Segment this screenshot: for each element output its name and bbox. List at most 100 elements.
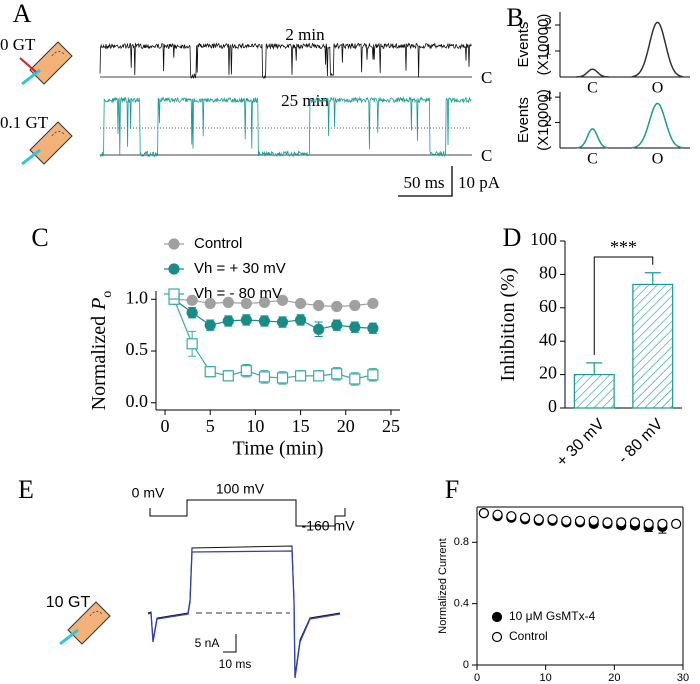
closed-label: C bbox=[481, 68, 492, 87]
y-tick-label: 1 bbox=[544, 42, 552, 59]
marker bbox=[367, 322, 379, 334]
y-tick-label: 0.5 bbox=[126, 339, 149, 359]
condition-label: 0.1 GT bbox=[0, 113, 49, 132]
significance-bracket bbox=[593, 256, 654, 355]
legend-label: Vh = - 80 mV bbox=[194, 285, 282, 302]
y-tick-label: 0.8 bbox=[454, 536, 469, 548]
pipette-icon bbox=[19, 41, 73, 86]
chart: 00.40.80102030Time (min)Normalized Curre… bbox=[437, 506, 689, 684]
voltage-label: 0 mV bbox=[132, 485, 165, 501]
distribution-peak bbox=[631, 21, 683, 78]
marker bbox=[506, 511, 517, 522]
marker bbox=[671, 518, 682, 529]
chart: 0 20 40 60 80 100 Inhibition (%) + 30 mV - 80 mV… bbox=[497, 229, 682, 470]
marker bbox=[349, 299, 361, 312]
marker bbox=[629, 517, 641, 528]
legend-marker bbox=[168, 238, 180, 250]
scale-label: 5 nA bbox=[195, 636, 220, 650]
x-tick-label: O bbox=[652, 80, 664, 97]
marker bbox=[204, 366, 216, 378]
x-tick-label: 10 bbox=[246, 416, 264, 436]
marker bbox=[349, 321, 361, 333]
x-tick-label: - 80 mV bbox=[615, 416, 667, 468]
x-tick-label: C bbox=[587, 151, 598, 168]
marker bbox=[331, 319, 343, 331]
y-axis-title-text: Events bbox=[515, 22, 532, 68]
series-line bbox=[173, 299, 374, 380]
marker bbox=[574, 515, 586, 526]
chart: 0.0 0.5 1.0 0 5 10 15 20 25 Time (min) Normalized P… bbox=[88, 235, 400, 460]
y-axis-title-text: Normalized bbox=[88, 316, 110, 410]
legend-label: 10 μM GsMTx-4 bbox=[509, 609, 596, 623]
panel-label: D bbox=[503, 223, 522, 252]
marker bbox=[331, 300, 343, 313]
distribution-peak bbox=[631, 102, 684, 149]
marker bbox=[616, 517, 627, 528]
scale-label: 10 pA bbox=[458, 173, 501, 192]
marker bbox=[313, 323, 325, 335]
single-channel-trace bbox=[99, 42, 472, 80]
x-tick-label: + 30 mV bbox=[554, 416, 609, 471]
error-bar bbox=[586, 362, 603, 375]
marker bbox=[367, 369, 379, 381]
x-tick-label: 25 bbox=[382, 416, 400, 436]
marker bbox=[240, 365, 252, 377]
marker bbox=[258, 296, 271, 308]
marker bbox=[349, 373, 361, 385]
y-axis-title: Inhibition (%) bbox=[497, 268, 519, 382]
distribution-peak bbox=[576, 128, 609, 149]
marker bbox=[258, 371, 271, 383]
bar bbox=[573, 374, 615, 409]
marker bbox=[186, 338, 198, 350]
panel-label: B bbox=[506, 3, 523, 32]
marker bbox=[186, 307, 198, 319]
marker bbox=[657, 518, 668, 529]
marker bbox=[186, 294, 198, 306]
voltage-protocol bbox=[149, 499, 346, 527]
marker bbox=[294, 297, 307, 310]
x-tick-label: 5 bbox=[206, 416, 215, 436]
x-tick-label: 30 bbox=[677, 672, 689, 684]
marker bbox=[276, 316, 289, 328]
marker bbox=[331, 368, 343, 380]
marker bbox=[204, 319, 216, 331]
y-tick-label: 100 bbox=[530, 229, 557, 249]
y-axis-title: Events bbox=[515, 97, 532, 143]
marker bbox=[478, 508, 489, 519]
y-axis-title-unit: (X10000) bbox=[535, 14, 552, 76]
distribution-peak bbox=[576, 68, 609, 78]
y-tick-label: 60 bbox=[539, 296, 557, 316]
voltage-label: 100 mV bbox=[216, 481, 265, 497]
time-label: 2 min bbox=[285, 25, 325, 44]
legend-marker bbox=[491, 611, 503, 623]
annotation: *** bbox=[610, 237, 637, 257]
current-trace bbox=[147, 550, 341, 679]
marker bbox=[204, 297, 216, 310]
panel-label: E bbox=[18, 475, 34, 504]
condition-label: 10 GT bbox=[46, 594, 91, 611]
legend-label: Vh = + 30 mV bbox=[194, 260, 286, 277]
y-axis-title-unit: (X10000) bbox=[535, 89, 552, 151]
marker bbox=[240, 297, 252, 310]
marker bbox=[643, 518, 654, 529]
x-tick-label: 10 bbox=[540, 672, 552, 684]
scale-bar bbox=[398, 166, 453, 197]
y-axis-title: Normalized Po bbox=[88, 291, 115, 411]
marker bbox=[276, 294, 289, 306]
y-tick-label: 40 bbox=[539, 329, 557, 349]
marker bbox=[492, 509, 503, 520]
x-tick-label: O bbox=[652, 151, 664, 168]
y-tick-label: 1.0 bbox=[126, 287, 149, 307]
panel-label: F bbox=[445, 475, 459, 504]
closed-label: C bbox=[481, 146, 492, 165]
y-axis-title-subscript: o bbox=[100, 291, 115, 298]
marker bbox=[222, 315, 234, 327]
x-tick-label: 0 bbox=[474, 672, 480, 684]
x-tick-label: C bbox=[587, 80, 598, 97]
y-axis-title-symbol: P bbox=[88, 298, 110, 311]
y-axis-title: Normalized Current bbox=[437, 538, 449, 633]
y-tick-label: 2 bbox=[544, 16, 552, 33]
scale-label: 50 ms bbox=[403, 173, 444, 192]
scale-bar bbox=[223, 634, 237, 653]
